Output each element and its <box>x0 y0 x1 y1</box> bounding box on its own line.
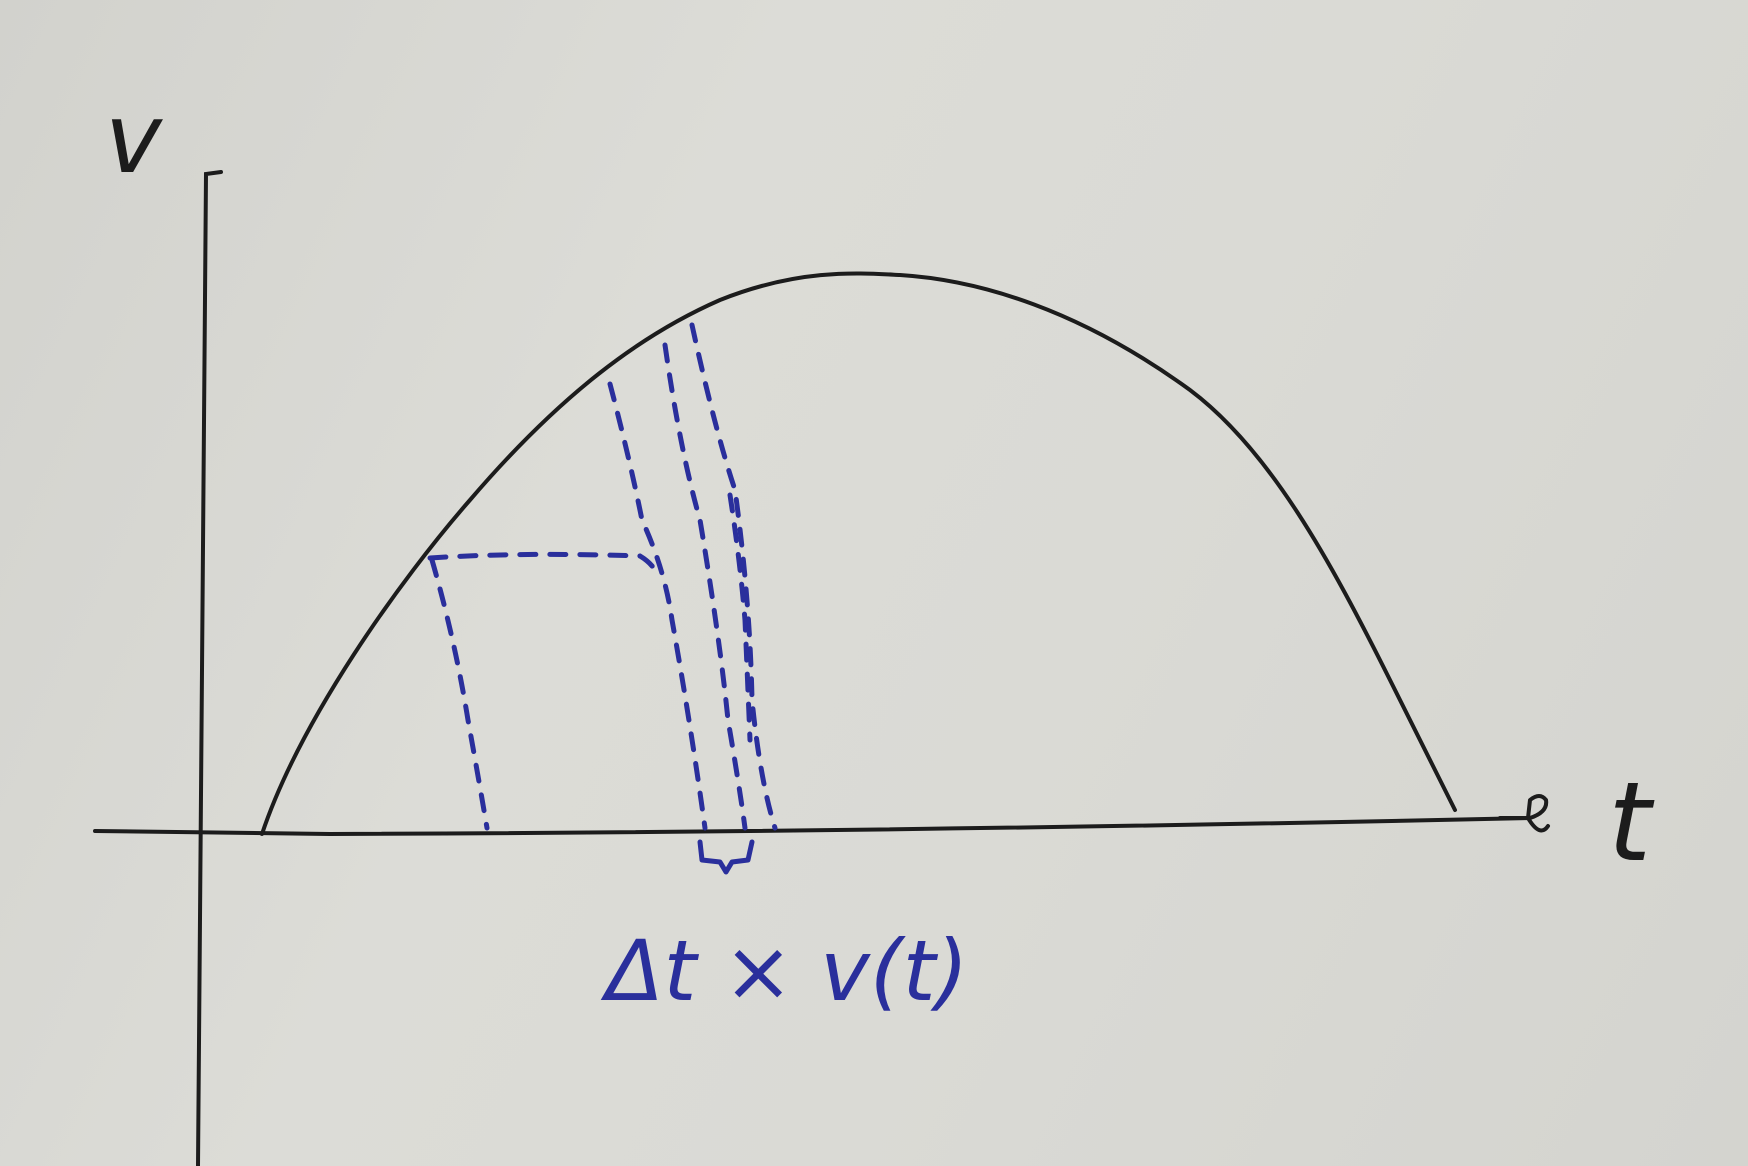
dashed-strip-wide <box>427 381 708 831</box>
x-axis-label: t <box>1608 758 1655 886</box>
x-axis <box>93 816 1532 837</box>
strip-area-annotation: Δt × v(t) <box>600 922 968 1020</box>
x-axis-arrow-icon <box>1498 794 1550 833</box>
dashed-strip-narrow <box>662 322 778 831</box>
y-axis <box>196 170 223 1166</box>
velocity-curve <box>260 271 1457 836</box>
y-axis-label: v <box>105 83 163 195</box>
brace-under-strip <box>697 839 755 875</box>
